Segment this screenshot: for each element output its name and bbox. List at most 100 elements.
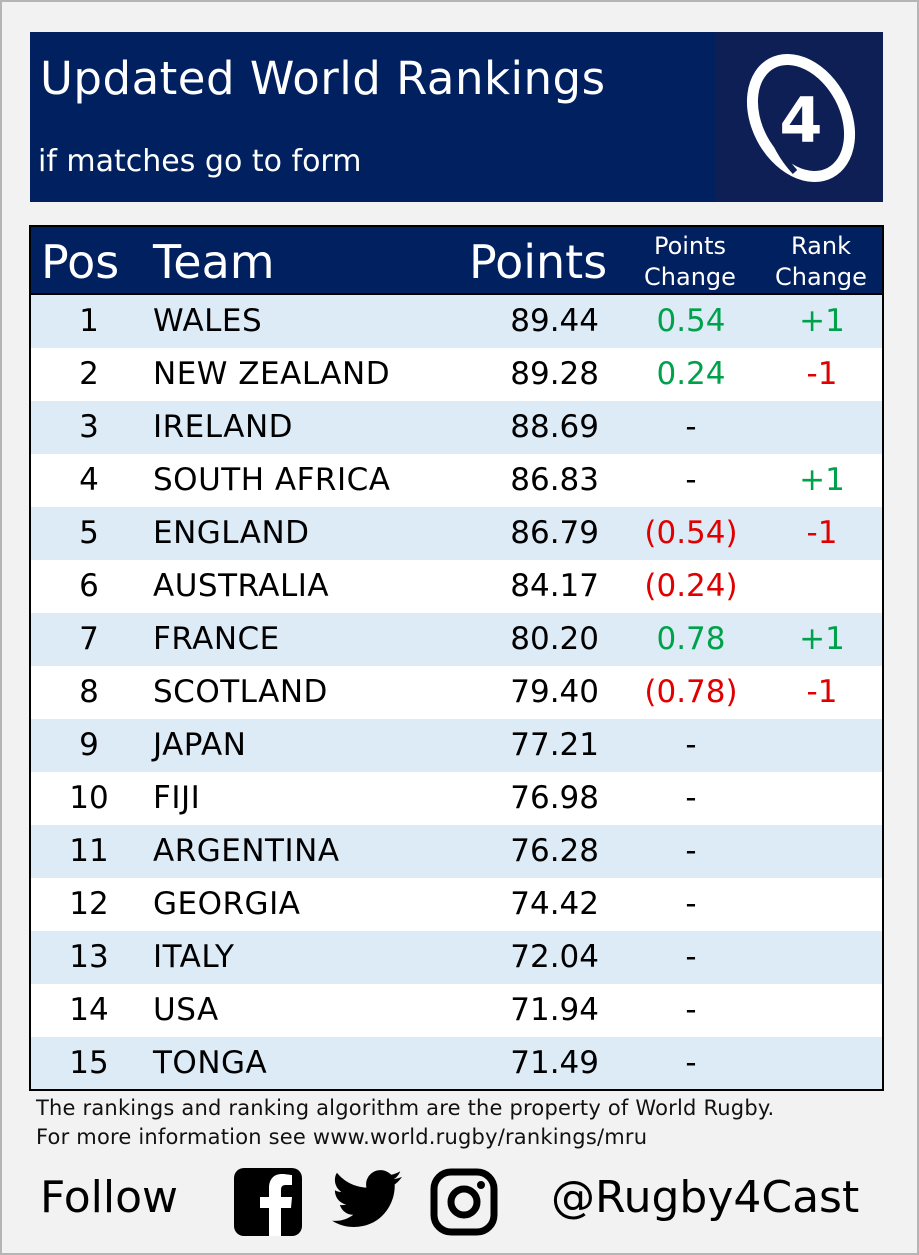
points-change-cell: 0.54 xyxy=(656,303,726,339)
position-cell: 9 xyxy=(79,727,99,763)
table-row: 14 USA 71.94 - xyxy=(31,984,882,1037)
footnote-line1: The rankings and ranking algorithm are t… xyxy=(36,1096,775,1120)
position-cell: 6 xyxy=(79,568,99,604)
page-subtitle: if matches go to form xyxy=(38,144,362,179)
points-change-cell: - xyxy=(685,727,697,763)
column-header-pos: Pos xyxy=(41,235,120,289)
points-change-cell: 0.78 xyxy=(656,621,726,657)
points-cell: 86.79 xyxy=(510,515,599,551)
table-row: 4 SOUTH AFRICA 86.83 - +1 xyxy=(31,454,882,507)
header-banner: Updated World Rankings if matches go to … xyxy=(30,32,883,202)
rankings-table: Pos Team Points Points Change Rank Chang… xyxy=(29,225,884,1091)
position-cell: 4 xyxy=(79,462,99,498)
twitter-handle[interactable]: @Rugby4Cast xyxy=(551,1172,860,1223)
team-name-cell: ITALY xyxy=(153,939,235,975)
points-cell: 72.04 xyxy=(510,939,599,975)
rank-change-cell xyxy=(764,560,880,613)
team-name-cell: GEORGIA xyxy=(153,886,301,922)
points-cell: 86.83 xyxy=(510,462,599,498)
points-change-cell: - xyxy=(685,1045,697,1081)
team-name-cell: USA xyxy=(153,992,219,1028)
table-row: 10 FIJI 76.98 - xyxy=(31,772,882,825)
points-cell: 76.98 xyxy=(510,780,599,816)
points-cell: 77.21 xyxy=(510,727,599,763)
facebook-icon[interactable] xyxy=(234,1168,302,1236)
position-cell: 8 xyxy=(79,674,99,710)
rank-change-cell: -1 xyxy=(806,674,838,710)
points-cell: 88.69 xyxy=(510,409,599,445)
table-row: 13 ITALY 72.04 - xyxy=(31,931,882,984)
team-name-cell: WALES xyxy=(153,303,263,339)
points-change-cell: (0.24) xyxy=(644,568,738,604)
follow-label: Follow xyxy=(40,1172,179,1223)
position-cell: 7 xyxy=(79,621,99,657)
table-row: 15 TONGA 71.49 - xyxy=(31,1037,882,1089)
position-cell: 11 xyxy=(69,833,109,869)
table-row: 8 SCOTLAND 79.40 (0.78) -1 xyxy=(31,666,882,719)
table-row: 3 IRELAND 88.69 - xyxy=(31,401,882,454)
position-cell: 15 xyxy=(69,1045,109,1081)
table-body: 1 WALES 89.44 0.54 +1 2 NEW ZEALAND 89.28 0.24 -1… xyxy=(31,295,882,1089)
team-name-cell: SCOTLAND xyxy=(153,674,328,710)
table-header: Pos Team Points Points Change Rank Chang… xyxy=(31,227,882,295)
points-cell: 79.40 xyxy=(510,674,599,710)
team-name-cell: FRANCE xyxy=(153,621,280,657)
column-header-rank-change-line1: Rank xyxy=(791,232,851,260)
position-cell: 13 xyxy=(69,939,109,975)
points-change-cell: - xyxy=(685,886,697,922)
position-cell: 10 xyxy=(69,780,109,816)
points-cell: 80.20 xyxy=(510,621,599,657)
page-title: Updated World Rankings xyxy=(40,52,606,105)
points-cell: 74.42 xyxy=(510,886,599,922)
rank-change-cell xyxy=(764,931,880,984)
points-cell: 76.28 xyxy=(510,833,599,869)
position-cell: 14 xyxy=(69,992,109,1028)
rank-change-cell xyxy=(764,772,880,825)
column-header-points-change: Points Change xyxy=(630,231,750,293)
rank-change-cell: -1 xyxy=(806,515,838,551)
rank-change-cell: +1 xyxy=(799,303,845,339)
points-cell: 71.49 xyxy=(510,1045,599,1081)
position-cell: 1 xyxy=(79,303,99,339)
points-change-cell: - xyxy=(685,992,697,1028)
position-cell: 3 xyxy=(79,409,99,445)
twitter-icon[interactable] xyxy=(332,1168,402,1230)
rank-change-cell xyxy=(764,1037,880,1089)
team-name-cell: SOUTH AFRICA xyxy=(153,462,391,498)
team-name-cell: AUSTRALIA xyxy=(153,568,330,604)
rugby-ball-logo-icon: 4 xyxy=(746,53,856,183)
team-name-cell: ARGENTINA xyxy=(153,833,340,869)
team-name-cell: JAPAN xyxy=(153,727,247,763)
rank-change-cell xyxy=(764,878,880,931)
points-change-cell: - xyxy=(685,462,697,498)
points-cell: 89.28 xyxy=(510,356,599,392)
table-row: 1 WALES 89.44 0.54 +1 xyxy=(31,295,882,348)
rank-change-cell xyxy=(764,984,880,1037)
column-header-points-change-line2: Change xyxy=(644,263,736,291)
rank-change-cell: +1 xyxy=(799,621,845,657)
table-row: 2 NEW ZEALAND 89.28 0.24 -1 xyxy=(31,348,882,401)
points-cell: 84.17 xyxy=(510,568,599,604)
team-name-cell: FIJI xyxy=(153,780,201,816)
table-row: 6 AUSTRALIA 84.17 (0.24) xyxy=(31,560,882,613)
position-cell: 2 xyxy=(79,356,99,392)
column-header-points: Points xyxy=(469,235,608,289)
table-row: 11 ARGENTINA 76.28 - xyxy=(31,825,882,878)
column-header-rank-change-line2: Change xyxy=(775,263,867,291)
column-header-points-change-line1: Points xyxy=(653,232,727,260)
team-name-cell: IRELAND xyxy=(153,409,294,445)
rank-change-cell xyxy=(764,401,880,454)
instagram-icon[interactable] xyxy=(430,1168,498,1236)
points-change-cell: - xyxy=(685,780,697,816)
points-change-cell: (0.54) xyxy=(644,515,738,551)
rank-change-cell: -1 xyxy=(806,356,838,392)
position-cell: 5 xyxy=(79,515,99,551)
points-change-cell: (0.78) xyxy=(644,674,738,710)
team-name-cell: NEW ZEALAND xyxy=(153,356,391,392)
points-cell: 89.44 xyxy=(510,303,599,339)
points-change-cell: 0.24 xyxy=(656,356,726,392)
position-cell: 12 xyxy=(69,886,109,922)
rank-change-cell: +1 xyxy=(799,462,845,498)
rank-change-cell xyxy=(764,825,880,878)
